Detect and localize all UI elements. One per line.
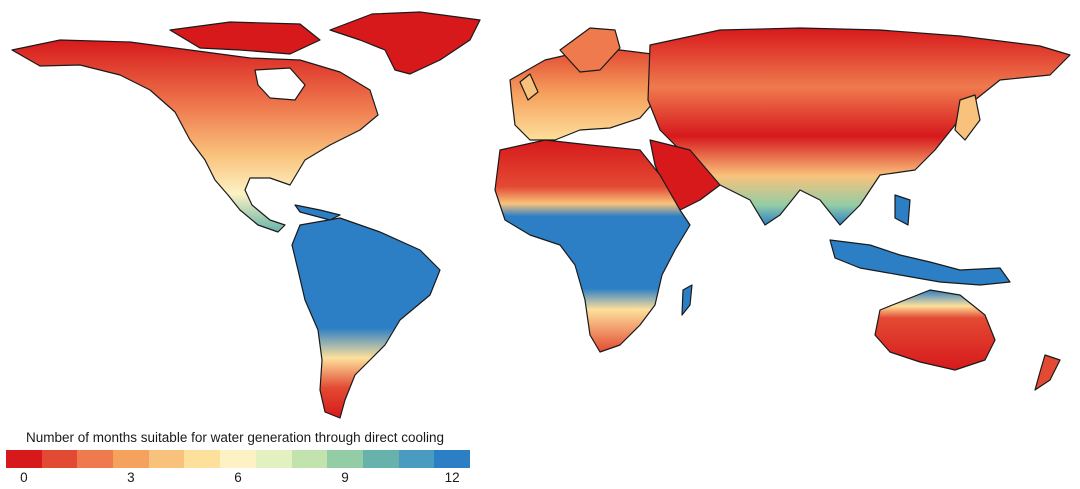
land-philippines (894, 194, 911, 226)
legend-tick-label: 9 (341, 470, 349, 485)
legend-swatch-0 (6, 450, 42, 468)
land-indonesia (829, 239, 1011, 286)
land-south-america (291, 217, 441, 419)
legend-swatch-11 (398, 450, 435, 468)
legend-tick-label: 3 (127, 470, 135, 485)
land-madagascar (681, 284, 693, 316)
land-caribbean (294, 204, 341, 221)
legend-tick-label: 0 (20, 470, 28, 485)
legend-swatch-7 (255, 450, 292, 468)
world-map (11, 11, 1071, 419)
land-africa (494, 139, 691, 353)
legend-swatch-5 (184, 450, 221, 468)
legend-swatch-1 (41, 450, 78, 468)
legend-swatch-2 (77, 450, 114, 468)
land-uk (519, 73, 539, 101)
land-greenland (329, 11, 481, 75)
land-arctic-islands (169, 21, 321, 55)
land-north-america (11, 39, 379, 233)
legend-swatch-8 (291, 450, 328, 468)
legend-swatch-4 (148, 450, 185, 468)
land-scandinavia (559, 27, 621, 73)
legend-swatch-3 (113, 450, 149, 468)
legend-swatch-10 (362, 450, 399, 468)
legend-swatch-6 (220, 450, 256, 468)
land-japan (954, 94, 981, 141)
legend-title: Number of months suitable for water gene… (26, 430, 444, 445)
land-australia (874, 289, 996, 371)
water-hudson-bay (254, 67, 306, 101)
land-asia (647, 27, 1071, 226)
legend-ticks: 0 3 6 9 12 (6, 470, 470, 488)
legend-tick-label: 12 (444, 470, 460, 485)
land-new-zealand (1034, 354, 1061, 391)
legend-color-bar (6, 450, 470, 468)
legend-tick-label: 6 (234, 470, 242, 485)
legend-swatch-12 (434, 450, 470, 468)
legend-swatch-9 (327, 450, 363, 468)
